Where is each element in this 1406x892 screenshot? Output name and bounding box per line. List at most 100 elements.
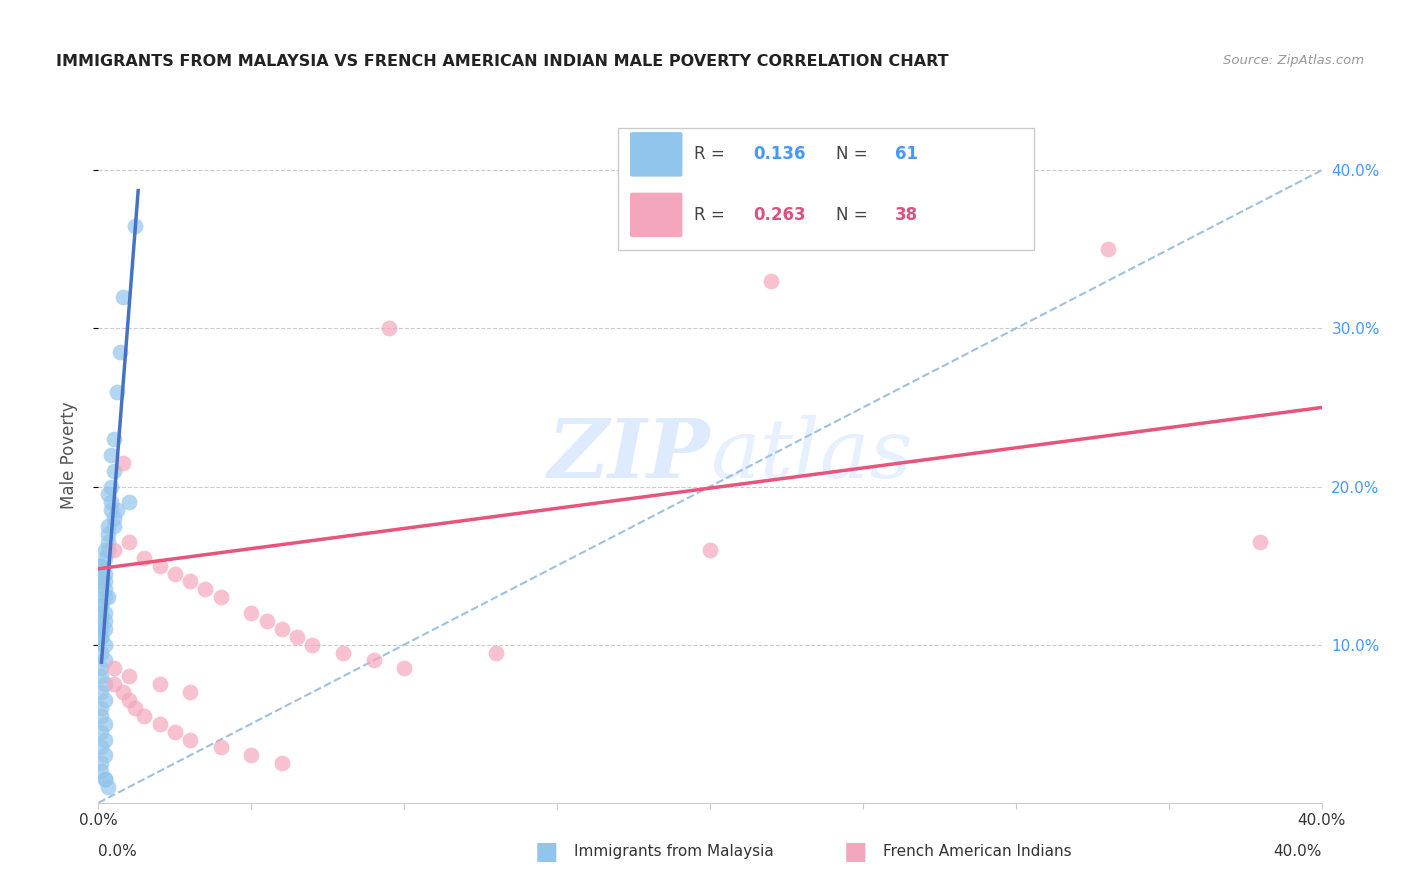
Point [100,479,122,493]
Point [103,511,125,525]
Point [97,591,120,605]
Point [209,740,232,755]
Point [90,558,112,573]
Point [90,661,112,675]
Point [93,622,115,636]
Point [93,582,115,597]
Point [90,566,112,581]
Point [256,614,278,628]
Point [90,740,112,755]
Point [90,764,112,779]
Point [118,693,141,707]
Point [93,732,115,747]
Point [93,591,115,605]
Point [93,748,115,763]
Text: 38: 38 [894,206,918,224]
Point [90,685,112,699]
Point [93,550,115,565]
Point [90,558,112,573]
Point [105,384,128,399]
Text: ■: ■ [534,840,558,863]
Point [240,748,263,763]
Point [103,661,125,675]
Point [100,495,122,509]
Point [90,630,112,644]
Point [194,582,217,597]
FancyBboxPatch shape [630,192,683,238]
Point [149,558,172,573]
Point [100,503,122,517]
Point [90,606,112,620]
Point [93,693,115,707]
Point [149,677,172,691]
Text: Immigrants from Malaysia: Immigrants from Malaysia [574,845,773,859]
Point [285,630,308,644]
Point [103,542,125,557]
Point [93,638,115,652]
Point [90,582,112,597]
Point [90,724,112,739]
Point [90,622,112,636]
Text: Source: ZipAtlas.com: Source: ZipAtlas.com [1223,54,1364,67]
Point [103,677,125,691]
Point [100,448,122,462]
Point [90,646,112,660]
Point [163,724,186,739]
Point [90,598,112,612]
Text: 61: 61 [894,145,918,163]
Point [1097,243,1119,257]
Point [363,653,385,667]
Point [90,574,112,589]
Point [97,534,120,549]
Text: ZIP: ZIP [547,415,710,495]
Point [97,527,120,541]
FancyBboxPatch shape [630,131,683,178]
Point [209,591,232,605]
Point [179,685,201,699]
Point [485,646,508,660]
Point [134,550,156,565]
Point [90,701,112,715]
Point [134,708,156,723]
Point [118,534,141,549]
Point [93,614,115,628]
Point [97,542,120,557]
Point [103,464,125,478]
Text: N =: N = [837,145,868,163]
Point [149,716,172,731]
Point [90,598,112,612]
Point [111,290,134,304]
Point [270,622,292,636]
Point [699,542,721,557]
Point [93,606,115,620]
Point [332,646,354,660]
Text: atlas: atlas [710,415,912,495]
Text: 0.263: 0.263 [752,206,806,224]
Point [97,780,120,794]
Text: ■: ■ [844,840,868,863]
Point [90,756,112,771]
Point [111,685,134,699]
Point [240,606,263,620]
Point [301,638,323,652]
Text: N =: N = [837,206,868,224]
Text: R =: R = [695,145,725,163]
Point [118,495,141,509]
Point [124,701,146,715]
Text: R =: R = [695,206,725,224]
FancyBboxPatch shape [619,128,1035,250]
Point [111,456,134,470]
Point [93,542,115,557]
Point [90,630,112,644]
Point [179,732,201,747]
Point [118,669,141,683]
Point [1249,534,1271,549]
Point [97,519,120,533]
Text: 0.136: 0.136 [752,145,806,163]
Point [97,487,120,501]
Text: 0.0%: 0.0% [98,845,138,859]
Point [179,574,201,589]
Point [108,345,131,359]
Point [392,661,416,675]
Text: IMMIGRANTS FROM MALAYSIA VS FRENCH AMERICAN INDIAN MALE POVERTY CORRELATION CHAR: IMMIGRANTS FROM MALAYSIA VS FRENCH AMERI… [56,54,949,69]
